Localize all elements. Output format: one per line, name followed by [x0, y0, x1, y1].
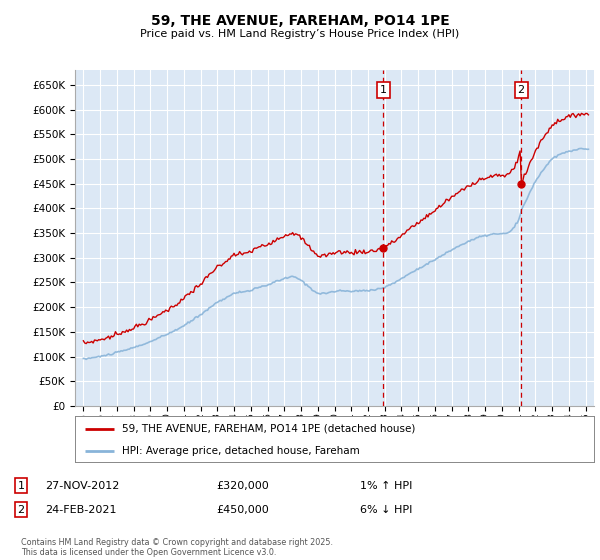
Text: 59, THE AVENUE, FAREHAM, PO14 1PE (detached house): 59, THE AVENUE, FAREHAM, PO14 1PE (detac…: [122, 424, 415, 434]
Text: 2: 2: [17, 505, 25, 515]
Text: £320,000: £320,000: [216, 480, 269, 491]
Text: 1: 1: [380, 85, 387, 95]
Text: 2: 2: [518, 85, 525, 95]
Bar: [383, 70, 521, 406]
Text: Price paid vs. HM Land Registry’s House Price Index (HPI): Price paid vs. HM Land Registry’s House …: [140, 29, 460, 39]
Text: 6% ↓ HPI: 6% ↓ HPI: [360, 505, 412, 515]
Text: 1: 1: [17, 480, 25, 491]
Text: HPI: Average price, detached house, Fareham: HPI: Average price, detached house, Fare…: [122, 446, 359, 455]
Text: 24-FEB-2021: 24-FEB-2021: [45, 505, 116, 515]
Text: 59, THE AVENUE, FAREHAM, PO14 1PE: 59, THE AVENUE, FAREHAM, PO14 1PE: [151, 14, 449, 28]
Text: £450,000: £450,000: [216, 505, 269, 515]
Text: 27-NOV-2012: 27-NOV-2012: [45, 480, 119, 491]
Text: Contains HM Land Registry data © Crown copyright and database right 2025.
This d: Contains HM Land Registry data © Crown c…: [21, 538, 333, 557]
Text: 1% ↑ HPI: 1% ↑ HPI: [360, 480, 412, 491]
